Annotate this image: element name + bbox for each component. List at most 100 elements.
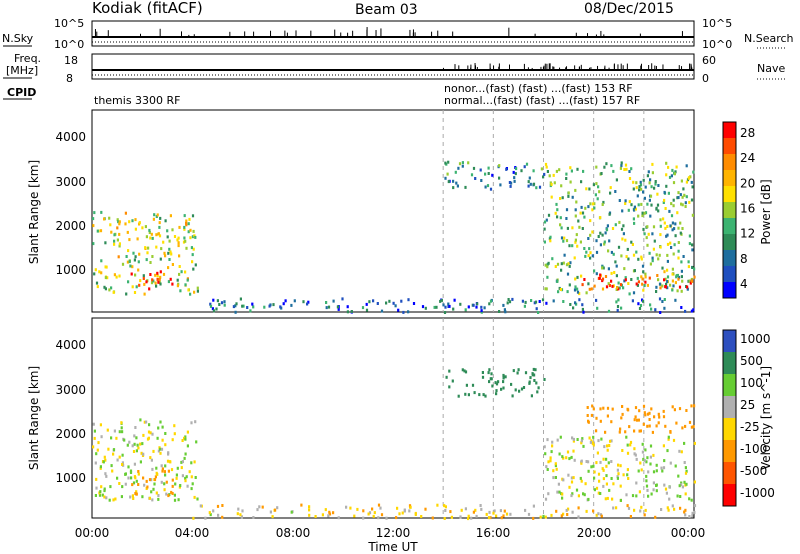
data-cell xyxy=(134,273,137,277)
data-cell xyxy=(595,486,599,490)
data-cell xyxy=(95,486,98,490)
data-cell xyxy=(155,284,158,288)
data-cell xyxy=(580,439,583,443)
data-cell xyxy=(556,438,559,442)
data-cell xyxy=(649,214,652,218)
data-cell xyxy=(103,489,106,493)
data-cell xyxy=(149,273,152,276)
data-cell xyxy=(669,241,672,245)
data-cell xyxy=(571,226,574,230)
data-cell xyxy=(677,241,680,244)
data-cell xyxy=(129,264,132,268)
data-cell xyxy=(601,203,604,206)
data-cell xyxy=(656,274,659,277)
data-cell xyxy=(676,494,679,498)
data-cell xyxy=(628,292,631,296)
data-cell xyxy=(371,507,374,511)
data-cell xyxy=(608,284,611,287)
data-cell xyxy=(618,199,621,202)
data-cell xyxy=(645,460,648,464)
data-cell xyxy=(110,464,113,468)
data-cell xyxy=(159,420,162,424)
data-cell xyxy=(652,453,655,457)
data-cell xyxy=(447,180,450,184)
data-cell xyxy=(682,187,685,191)
data-cell xyxy=(223,303,226,307)
data-cell xyxy=(622,232,625,236)
data-cell xyxy=(596,197,599,201)
data-cell xyxy=(147,430,151,434)
data-cell xyxy=(486,184,490,188)
data-cell xyxy=(129,495,132,499)
data-cell xyxy=(502,380,505,384)
data-cell xyxy=(615,264,618,268)
data-cell xyxy=(646,456,649,460)
data-cell xyxy=(251,302,254,306)
data-cell xyxy=(421,305,425,309)
data-cell xyxy=(191,253,194,257)
data-cell xyxy=(586,406,589,409)
data-cell xyxy=(252,305,255,309)
data-cell xyxy=(129,471,133,474)
data-cell xyxy=(112,498,115,502)
power-ytick: 1000 xyxy=(55,263,86,277)
data-cell xyxy=(523,165,526,169)
data-cell xyxy=(268,304,271,308)
data-cell xyxy=(459,515,462,519)
data-cell xyxy=(138,221,141,225)
data-cell xyxy=(693,404,696,408)
data-cell xyxy=(104,287,107,291)
data-cell xyxy=(135,490,138,494)
data-cell xyxy=(651,171,654,175)
data-cell xyxy=(556,215,559,219)
data-cell xyxy=(223,300,226,304)
data-cell xyxy=(194,476,197,479)
data-cell xyxy=(588,247,591,251)
data-cell xyxy=(123,438,126,442)
data-cell xyxy=(103,285,106,289)
data-cell xyxy=(574,240,577,244)
data-cell xyxy=(460,508,463,512)
data-cell xyxy=(580,479,583,483)
data-cell xyxy=(497,380,500,384)
data-cell xyxy=(649,178,652,182)
xtick: 20:00 xyxy=(577,526,612,540)
data-cell xyxy=(159,275,162,279)
data-cell xyxy=(565,217,568,220)
data-cell xyxy=(688,420,692,424)
data-cell xyxy=(659,286,662,290)
data-cell xyxy=(159,216,162,220)
data-cell xyxy=(663,270,666,274)
data-cell xyxy=(452,307,455,311)
data-cell xyxy=(659,311,662,314)
data-cell xyxy=(502,373,505,377)
data-cell xyxy=(484,394,487,398)
data-cell xyxy=(636,283,639,287)
data-cell xyxy=(155,233,158,237)
data-cell xyxy=(599,243,602,247)
data-cell xyxy=(544,452,547,456)
data-cell xyxy=(610,164,613,168)
data-cell xyxy=(634,207,637,211)
data-cell xyxy=(467,305,470,309)
data-cell xyxy=(307,300,310,304)
data-cell xyxy=(137,268,140,272)
data-cell xyxy=(116,226,119,230)
data-cell xyxy=(587,419,590,423)
data-cell xyxy=(605,162,608,166)
data-cell xyxy=(140,451,143,455)
data-cell xyxy=(368,511,372,515)
data-cell xyxy=(474,508,477,512)
data-cell xyxy=(362,509,365,513)
data-cell xyxy=(325,301,328,304)
data-cell xyxy=(500,387,503,391)
data-cell xyxy=(648,411,651,415)
data-cell xyxy=(556,490,559,494)
velocity-y-ticks: 1000 2000 3000 4000 xyxy=(55,338,86,485)
data-cell xyxy=(502,303,505,307)
data-cell xyxy=(645,479,648,483)
data-cell xyxy=(591,230,594,234)
data-cell xyxy=(148,287,151,291)
data-cell xyxy=(573,288,577,292)
data-cell xyxy=(187,288,190,292)
